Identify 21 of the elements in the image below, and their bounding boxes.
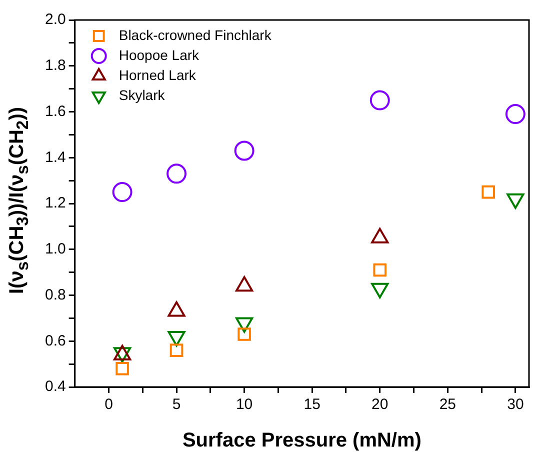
x-tick-label: 10 [236,396,253,414]
x-tick-label: 15 [304,396,320,414]
y-tick-label: 1.8 [44,57,66,74]
y-tick-label: 1.6 [44,102,66,120]
y-tick-label: 0.4 [44,378,66,396]
legend-label: Horned Lark [118,66,197,83]
x-tick-label: 5 [172,396,181,414]
y-tick-label: 0.6 [44,332,66,350]
x-axis-title: Surface Pressure (mN/m) [182,430,422,452]
y-tick-label: 1.0 [44,240,66,258]
y-tick-label: 0.8 [44,286,66,304]
y-tick-label: 1.4 [44,148,66,166]
x-tick-label: 30 [507,396,524,414]
x-tick-label: 20 [372,396,388,414]
x-tick-label: 25 [439,396,456,414]
x-tick-label: 0 [104,396,113,414]
legend-label: Skylark [118,86,166,103]
legend-label: Black-crowned Finchlark [118,26,272,43]
legend-label: Hoopoe Lark [118,46,200,63]
y-tick-label: 2.0 [44,11,66,28]
y-tick-label: 1.2 [44,194,66,212]
